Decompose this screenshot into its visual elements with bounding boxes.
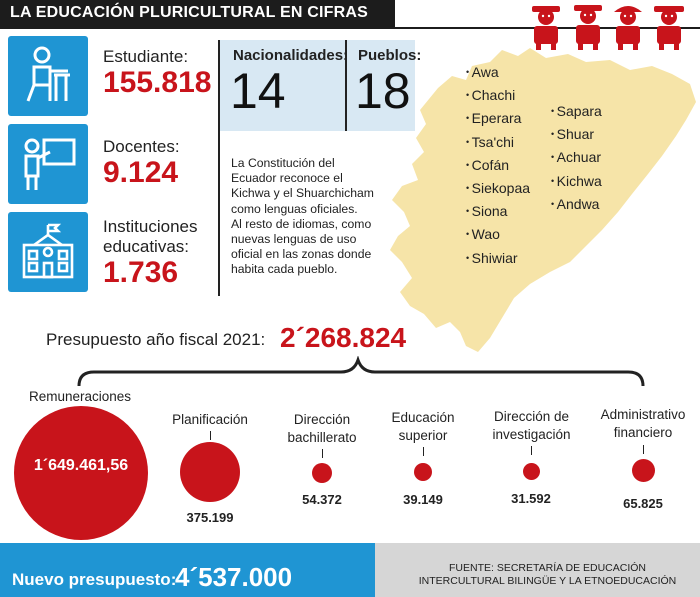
institutions-label-line1: Instituciones bbox=[103, 217, 198, 236]
constitution-line: habita cada pueblo. bbox=[231, 262, 338, 277]
teachers-value: 9.124 bbox=[103, 156, 179, 189]
constitution-line: nuevas lenguas de uso bbox=[231, 232, 357, 247]
ecuador-map bbox=[390, 48, 696, 352]
pueblos-label: Pueblos: bbox=[358, 47, 422, 64]
list-item: Cofán bbox=[466, 157, 530, 180]
category-tick bbox=[531, 446, 532, 455]
category-label: Remuneraciones bbox=[28, 389, 132, 404]
category-label: superior bbox=[398, 428, 448, 443]
panel-separator bbox=[345, 40, 347, 131]
source-line: INTERCULTURAL BILINGÜE Y LA ETNOEDUCACIÓ… bbox=[418, 575, 677, 587]
new-budget-value: 4´537.000 bbox=[175, 562, 293, 592]
indigenous-people-icon bbox=[532, 5, 684, 50]
list-item: Shiwiar bbox=[466, 250, 530, 273]
list-item: Tsa'chi bbox=[466, 134, 530, 157]
student-icon-box bbox=[8, 36, 88, 116]
page-title: LA EDUCACIÓN PLURICULTURAL EN CIFRAS bbox=[10, 4, 369, 21]
school-building-icon bbox=[22, 223, 74, 279]
institutions-value: 1.736 bbox=[103, 256, 179, 289]
category-bubble bbox=[180, 442, 240, 502]
category-label: Dirección de bbox=[493, 409, 570, 424]
list-item: Wao bbox=[466, 226, 530, 249]
category-label: investigación bbox=[492, 427, 571, 442]
category-label: Educación bbox=[391, 410, 455, 425]
list-item: Siekopaa bbox=[466, 180, 530, 203]
list-item: Kichwa bbox=[551, 173, 602, 196]
new-budget-band bbox=[0, 543, 375, 597]
source-band bbox=[375, 543, 700, 597]
category-value: 54.372 bbox=[302, 492, 342, 507]
category-tick bbox=[643, 445, 644, 454]
peoples-list-1: Awa Chachi Eperara Tsa'chi Cofán Siekopa… bbox=[466, 64, 530, 273]
peoples-list-2: Sapara Shuar Achuar Kichwa Andwa bbox=[551, 103, 602, 219]
header-bar: LA EDUCACIÓN PLURICULTURAL EN CIFRAS bbox=[0, 0, 395, 28]
category-bubble bbox=[523, 463, 540, 480]
vertical-divider bbox=[218, 40, 220, 296]
category-bubble bbox=[632, 459, 655, 482]
list-item: Shuar bbox=[551, 126, 602, 149]
new-budget-label: Nuevo presupuesto: bbox=[12, 570, 177, 589]
teacher-icon-box bbox=[8, 124, 88, 204]
students-value: 155.818 bbox=[103, 66, 212, 99]
student-desk-icon bbox=[26, 46, 70, 102]
category-bubble bbox=[14, 406, 148, 540]
list-item: Awa bbox=[466, 64, 530, 87]
list-item: Chachi bbox=[466, 87, 530, 110]
category-bubble bbox=[414, 463, 432, 481]
teacher-board-icon bbox=[24, 138, 76, 190]
category-label: Dirección bbox=[293, 412, 351, 427]
students-label: Estudiante: bbox=[103, 47, 189, 66]
constitution-line: Kichwa y el Shuarchicham bbox=[231, 186, 374, 201]
school-icon-box bbox=[8, 212, 88, 292]
list-item: Siona bbox=[466, 203, 530, 226]
pueblos-value: 18 bbox=[355, 63, 411, 119]
category-value: 1´649.461,56 bbox=[33, 457, 129, 474]
budget-value: 2´268.824 bbox=[280, 322, 407, 353]
nationalities-panel bbox=[220, 40, 415, 131]
constitution-note: La Constitución del Ecuador reconoce el … bbox=[231, 156, 391, 278]
category-tick bbox=[322, 449, 323, 458]
list-item: Achuar bbox=[551, 149, 602, 172]
header-rule bbox=[0, 27, 700, 29]
constitution-line: La Constitución del bbox=[231, 156, 335, 170]
category-value: 39.149 bbox=[403, 492, 443, 507]
list-item: Sapara bbox=[551, 103, 602, 126]
category-tick bbox=[423, 447, 424, 456]
institutions-label-line2: educativas: bbox=[103, 237, 189, 256]
category-label: Planificación bbox=[172, 412, 248, 427]
teachers-label: Docentes: bbox=[103, 137, 180, 156]
category-value: 31.592 bbox=[511, 491, 551, 506]
category-label: Administrativo bbox=[600, 407, 686, 422]
category-value: 65.825 bbox=[623, 496, 663, 511]
category-bubble bbox=[312, 463, 332, 483]
constitution-line: Al resto de idiomas, como bbox=[231, 216, 372, 231]
category-label: financiero bbox=[613, 425, 673, 440]
constitution-line: como lenguas oficiales. bbox=[231, 201, 358, 216]
list-item: Eperara bbox=[466, 110, 530, 133]
category-tick bbox=[210, 431, 211, 440]
constitution-line: oficial en las zonas donde bbox=[231, 247, 372, 262]
nationalities-label: Nacionalidades: bbox=[233, 47, 349, 64]
source-line: FUENTE: SECRETARÍA DE EDUCACIÓN bbox=[449, 562, 646, 574]
category-label: bachillerato bbox=[287, 430, 357, 445]
list-item: Andwa bbox=[551, 196, 602, 219]
category-value: 375.199 bbox=[186, 510, 234, 525]
budget-label: Presupuesto año fiscal 2021: bbox=[46, 330, 266, 349]
constitution-line: Ecuador reconoce el bbox=[231, 171, 343, 186]
header: LA EDUCACIÓN PLURICULTURAL EN CIFRAS bbox=[0, 0, 700, 34]
nationalities-value: 14 bbox=[230, 63, 286, 119]
brace-bracket bbox=[77, 356, 645, 387]
source-note: FUENTE: SECRETARÍA DE EDUCACIÓN INTERCUL… bbox=[400, 562, 695, 588]
